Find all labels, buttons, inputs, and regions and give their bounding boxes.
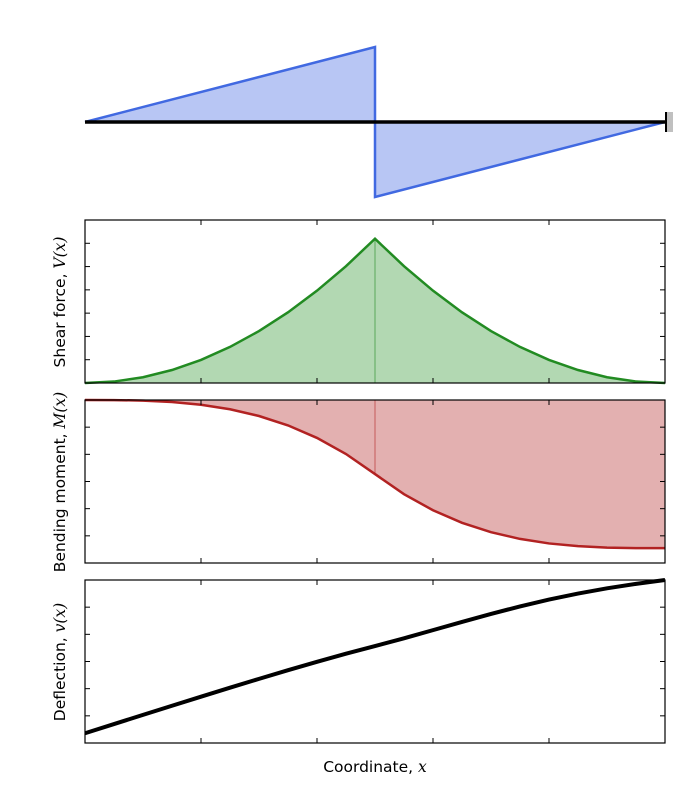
deflection-curve-line	[84, 578, 666, 736]
bending-moment-ylabel: Bending moment, M(x)	[51, 392, 69, 572]
deflection-ylabel: Deflection, v(x)	[51, 603, 69, 721]
distributed-load-panel	[84, 45, 673, 199]
moment-axes-frame	[84, 399, 666, 564]
shear-axes-frame	[84, 219, 666, 384]
bending-moment-panel	[84, 398, 666, 564]
moment-curve-line	[84, 398, 666, 550]
shear-curve-line	[84, 237, 666, 385]
shear-force-ylabel: Shear force, V(x)	[51, 237, 69, 368]
coordinate-xlabel: Coordinate, x	[323, 758, 427, 776]
deflection-axes-frame	[84, 579, 666, 744]
shear-force-panel	[84, 219, 666, 385]
fixed-support	[665, 112, 673, 132]
deflection-panel	[84, 578, 666, 744]
